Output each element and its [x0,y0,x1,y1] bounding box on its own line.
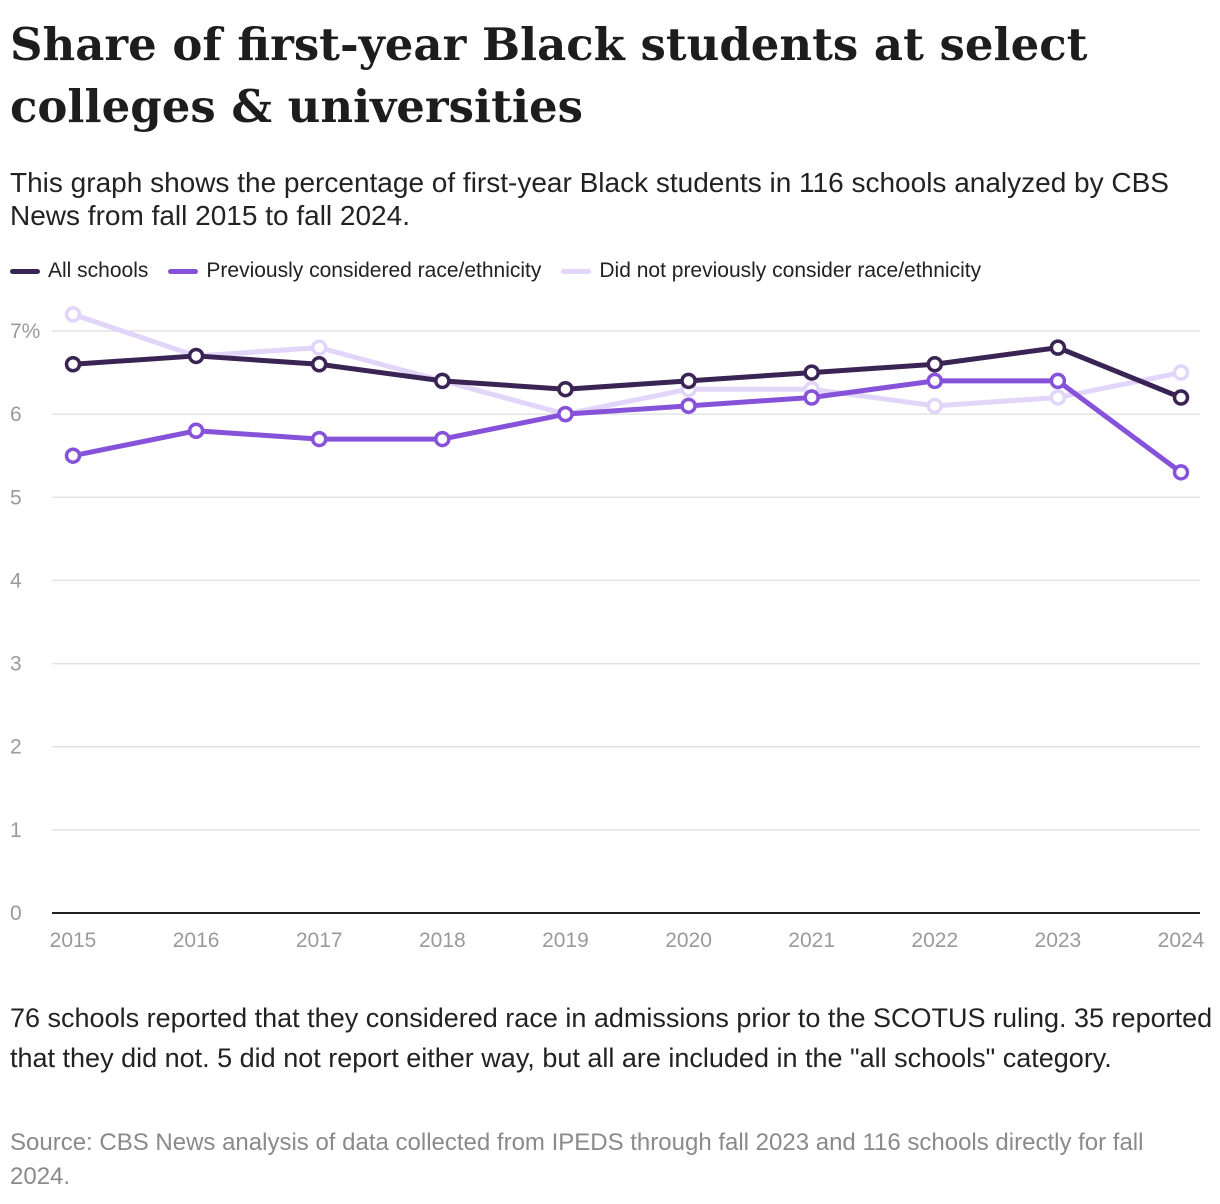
data-point-did-not-previously-consider-race-ethnicity-2017 [310,339,328,356]
data-point-all-schools-2022 [926,356,944,373]
data-point-all-schools-2019 [557,380,574,398]
x-tick-label-2016: 2016 [173,929,220,952]
x-tick-label-2020: 2020 [665,929,712,952]
data-point-did-not-previously-consider-race-ethnicity-2024 [1172,364,1190,381]
data-point-all-schools-2018 [434,372,451,390]
y-tick-label-2: 2 [10,736,22,759]
chart-note: 76 schools reported that they considered… [10,1003,1213,1073]
x-tick-label-2018: 2018 [419,929,466,952]
legend-item-previously-considered: Previously considered race/ethnicity [168,259,541,283]
data-point-all-schools-2016 [187,347,205,365]
data-point-all-schools-2024 [1172,389,1190,406]
series-line-all-schools [70,345,1184,401]
data-point-did-not-previously-consider-race-ethnicity-2022 [926,397,944,415]
data-point-all-schools-2015 [64,356,82,373]
data-point-previously-considered-race-ethnicity-2019 [557,405,574,423]
data-point-previously-considered-race-ethnicity-2015 [64,447,82,464]
y-tick-label-4: 4 [10,569,22,592]
x-tick-label-2022: 2022 [911,929,958,952]
data-point-previously-considered-race-ethnicity-2020 [680,397,697,415]
y-tick-label-5: 5 [10,486,22,509]
y-tick-label-0: 0 [10,902,22,925]
data-point-previously-considered-race-ethnicity-2016 [187,422,205,440]
legend-item-all-schools: All schools [10,259,148,283]
data-point-did-not-previously-consider-race-ethnicity-2015 [64,306,82,323]
legend-swatch-all-schools [10,268,40,274]
legend-swatch-did-not-previously-consider [561,268,592,274]
legend-label-all-schools: All schools [48,259,149,282]
y-tick-label-3: 3 [10,653,22,676]
data-point-all-schools-2020 [680,372,697,390]
data-point-all-schools-2023 [1049,339,1067,356]
x-tick-label-2023: 2023 [1035,929,1082,952]
chart-source: Source: CBS News analysis of data collec… [10,1129,1144,1190]
x-tick-label-2021: 2021 [788,929,835,952]
data-point-previously-considered-race-ethnicity-2022 [926,372,944,390]
legend-swatch-previously-considered [168,268,199,274]
series-line-previously-considered-race-ethnicity [70,378,1184,475]
data-point-previously-considered-race-ethnicity-2018 [434,430,451,448]
data-point-previously-considered-race-ethnicity-2023 [1049,372,1067,390]
y-tick-label-6: 6 [10,403,22,426]
data-point-all-schools-2017 [310,356,328,373]
y-tick-label-7: 7% [10,320,40,343]
chart-subtitle: This graph shows the percentage of first… [10,167,1169,231]
series-line-did-not-previously-consider-race-ethnicity [70,311,1184,417]
data-point-previously-considered-race-ethnicity-2021 [803,389,820,406]
data-point-did-not-previously-consider-race-ethnicity-2023 [1049,389,1067,406]
y-tick-label-1: 1 [10,819,22,842]
x-tick-label-2019: 2019 [542,929,589,952]
data-point-previously-considered-race-ethnicity-2017 [310,430,328,448]
x-tick-label-2015: 2015 [50,929,97,952]
chart-title: Share of first-year Black students at se… [10,18,1088,133]
data-point-previously-considered-race-ethnicity-2024 [1172,464,1190,481]
line-chart: 0 1 2 3 4 5 6 7% 2015 2016 2017 2018 2019 2020 2021 202… [10,306,1205,952]
data-point-all-schools-2021 [803,364,820,381]
x-tick-label-2017: 2017 [296,929,343,952]
legend-label-did-not-previously-consider: Did not previously consider race/ethnici… [599,259,982,282]
x-tick-label-2024: 2024 [1158,929,1205,952]
legend-label-previously-considered: Previously considered race/ethnicity [206,259,542,282]
legend: All schools Previously considered race/e… [10,257,1001,285]
legend-item-did-not-previously-consider: Did not previously consider race/ethnici… [561,259,981,283]
